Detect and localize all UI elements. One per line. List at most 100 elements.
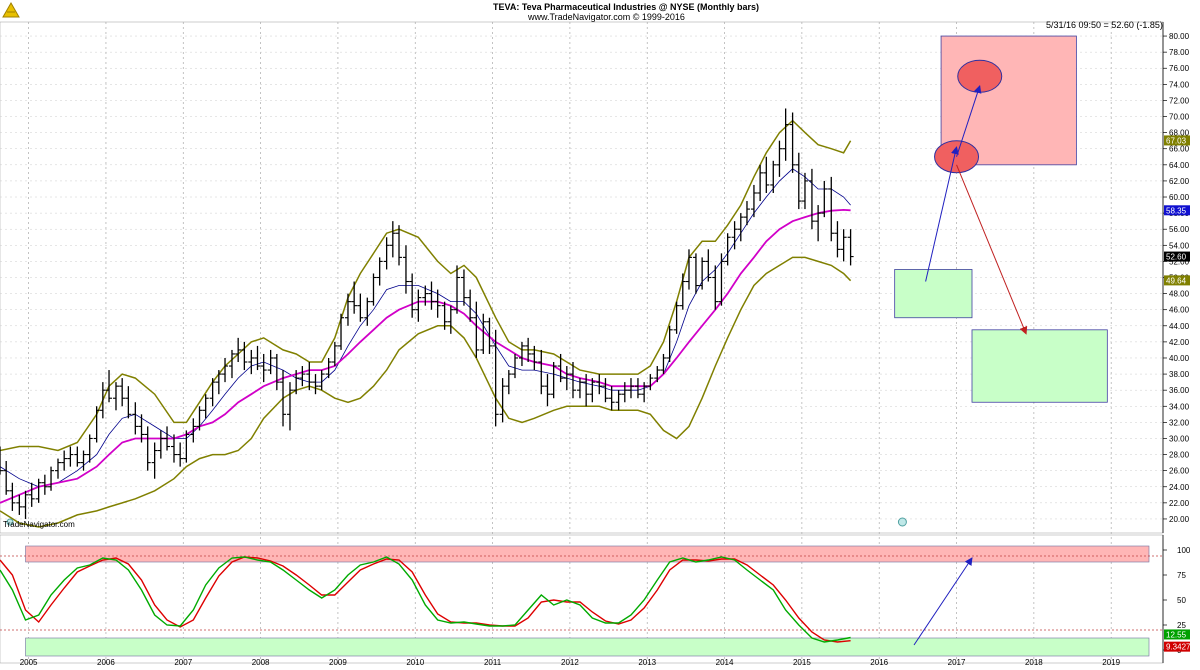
price-badge: 52.60: [1164, 251, 1190, 262]
oversold-zone[interactable]: [25, 637, 1150, 657]
x-tick-label: 2010: [406, 658, 424, 667]
ohlc-bar: [383, 237, 390, 270]
y-tick-label: 64.00: [1169, 161, 1190, 170]
ohlc-bar: [61, 450, 68, 471]
arrow-down[interactable]: [956, 164, 1028, 335]
x-tick-label: 2019: [1102, 658, 1120, 667]
stoch-k-badge-bg: [1164, 629, 1190, 640]
ohlc-bar: [177, 442, 184, 467]
arrow-up-second[interactable]: [956, 84, 982, 157]
ohlc-bar: [763, 156, 770, 193]
price-badge-text: 52.60: [1166, 253, 1187, 262]
ma-badge-bg: [1164, 205, 1190, 216]
ohlc-bar: [557, 353, 564, 383]
stoch-y-tick-label: 75: [1177, 571, 1186, 580]
support-zone-small[interactable]: [894, 269, 973, 319]
ohlc-bar: [22, 490, 29, 519]
x-tick-label: 2008: [252, 658, 270, 667]
ohlc-bar: [54, 458, 61, 479]
ohlc-bar: [563, 366, 570, 391]
ohlc-bar: [757, 164, 764, 202]
ohlc-bar: [473, 301, 480, 358]
x-tick-label: 2013: [638, 658, 656, 667]
ohlc-bar: [280, 370, 287, 427]
ohlc-bar: [576, 378, 583, 399]
ohlc-bar: [795, 152, 802, 210]
scroll-marker-icon[interactable]: [6, 518, 14, 526]
event-marker-icon[interactable]: [897, 517, 907, 527]
slow-moving-average-line: [0, 208, 851, 504]
ohlc-bar: [828, 176, 835, 242]
ohlc-bar: [119, 378, 126, 407]
ohlc-bar: [718, 253, 725, 306]
arrow-up-first[interactable]: [925, 146, 959, 282]
ohlc-bar: [821, 180, 828, 218]
ohlc-bar: [770, 160, 777, 193]
y-tick-label: 56.00: [1169, 225, 1190, 234]
stoch-d-badge-text: 9.3427: [1166, 643, 1191, 652]
ohlc-bar: [267, 349, 274, 375]
ohlc-bar: [125, 386, 132, 419]
ohlc-bar: [9, 482, 16, 511]
ohlc-bar: [151, 442, 158, 479]
stoch-k-badge: 12.55: [1164, 629, 1190, 640]
ohlc-bar: [634, 378, 641, 399]
fast-moving-average-line: [0, 168, 851, 488]
ohlc-bar: [467, 289, 474, 322]
x-tick-label: 2017: [948, 658, 966, 667]
x-tick-label: 2015: [793, 658, 811, 667]
ohlc-bar: [241, 341, 248, 371]
ohlc-bar: [434, 289, 441, 318]
ohlc-bar: [499, 378, 506, 423]
ohlc-bar: [351, 281, 358, 314]
stoch-y-tick-label: 50: [1177, 596, 1186, 605]
ohlc-bar: [312, 374, 319, 395]
stoch-d-badge-bg: [1164, 641, 1190, 652]
ohlc-bar: [647, 374, 654, 391]
ohlc-bar: [364, 297, 371, 326]
y-tick-label: 42.00: [1169, 338, 1190, 347]
ohlc-bar: [170, 434, 177, 463]
ohlc-bar: [415, 289, 422, 322]
lower-band-badge: 49.64: [1164, 275, 1190, 286]
x-tick-label: 2018: [1025, 658, 1043, 667]
ohlc-bar: [222, 357, 229, 383]
ohlc-bar: [202, 394, 209, 419]
ohlc-bar: [737, 213, 744, 242]
y-tick-label: 60.00: [1169, 193, 1190, 202]
y-tick-label: 44.00: [1169, 322, 1190, 331]
ohlc-bar: [654, 366, 661, 383]
ohlc-bar: [621, 382, 628, 403]
ohlc-bar: [306, 362, 313, 391]
ohlc-bar: [641, 382, 648, 403]
y-tick-label: 36.00: [1169, 386, 1190, 395]
ohlc-bar: [627, 378, 634, 399]
ohlc-bar: [550, 362, 557, 399]
watermark: TradeNavigator.com: [3, 520, 75, 529]
support-zone-large[interactable]: [971, 329, 1108, 403]
overbought-zone[interactable]: [25, 545, 1150, 563]
stochastic-arrow[interactable]: [913, 557, 973, 646]
ohlc-bar: [679, 273, 686, 310]
ohlc-bar: [357, 293, 364, 322]
ohlc-bar: [544, 374, 551, 407]
ohlc-bar: [41, 474, 48, 495]
ohlc-bar: [16, 494, 23, 515]
ohlc-bar: [299, 366, 306, 387]
ohlc-bar: [112, 382, 119, 411]
x-tick-label: 2006: [97, 658, 115, 667]
ohlc-bar: [190, 418, 197, 443]
y-tick-label: 40.00: [1169, 354, 1190, 363]
ohlc-bar: [286, 382, 293, 431]
ohlc-bar: [157, 430, 164, 459]
y-tick-label: 26.00: [1169, 467, 1190, 476]
ohlc-bar: [409, 273, 416, 318]
x-tick-label: 2016: [870, 658, 888, 667]
ohlc-bar: [318, 370, 325, 391]
ohlc-bar: [847, 229, 854, 266]
tradenavigator-logo-icon[interactable]: [2, 1, 20, 18]
ohlc-bar: [834, 221, 841, 258]
y-tick-label: 20.00: [1169, 515, 1190, 524]
ohlc-bar: [743, 201, 750, 226]
ohlc-bar: [660, 353, 667, 375]
